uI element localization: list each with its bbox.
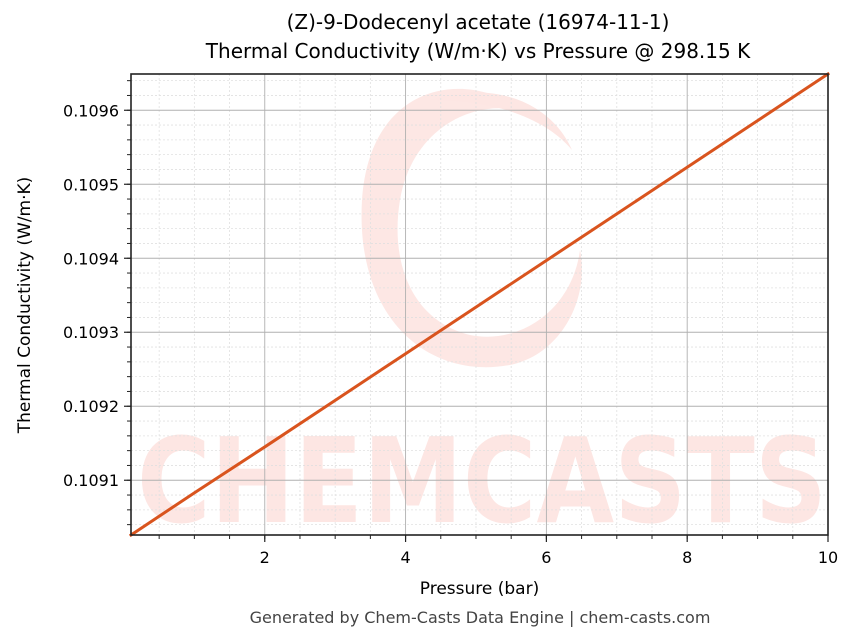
chart-title-line-1: (Z)-9-Dodecenyl acetate (16974-11-1) <box>286 10 670 34</box>
x-tick-label: 2 <box>260 548 270 567</box>
x-tick-label: 10 <box>818 548 838 567</box>
minor-grid <box>131 74 828 535</box>
data-series <box>128 71 831 538</box>
axes <box>130 73 829 536</box>
x-tick-label: 6 <box>541 548 551 567</box>
y-tick-label: 0.1091 <box>63 471 119 490</box>
chart-title-line-2: Thermal Conductivity (W/m·K) vs Pressure… <box>205 39 751 63</box>
x-tick-label: 8 <box>682 548 692 567</box>
y-axis-label: Thermal Conductivity (W/m·K) <box>15 177 35 435</box>
y-tick-label: 0.1092 <box>63 397 119 416</box>
watermark-swoosh-icon <box>430 92 572 150</box>
ticks: 2 4 6 8 10 0.1091 0.1092 0.1093 0.1094 0.1095 0.10… <box>63 80 838 567</box>
x-axis-label: Pressure (bar) <box>420 579 539 599</box>
x-tick-label: 4 <box>400 548 410 567</box>
watermark-text: CHEMCASTS <box>137 412 827 550</box>
y-tick-label: 0.1094 <box>63 249 119 268</box>
footer-credit: Generated by Chem-Casts Data Engine | ch… <box>249 608 711 627</box>
series-line <box>128 71 831 538</box>
plot-frame <box>130 73 829 536</box>
y-tick-label: 0.1096 <box>63 101 119 120</box>
y-tick-label: 0.1095 <box>63 175 119 194</box>
watermark: CHEMCASTS <box>137 88 827 550</box>
y-tick-label: 0.1093 <box>63 323 119 342</box>
watermark-logo-icon <box>361 88 582 368</box>
